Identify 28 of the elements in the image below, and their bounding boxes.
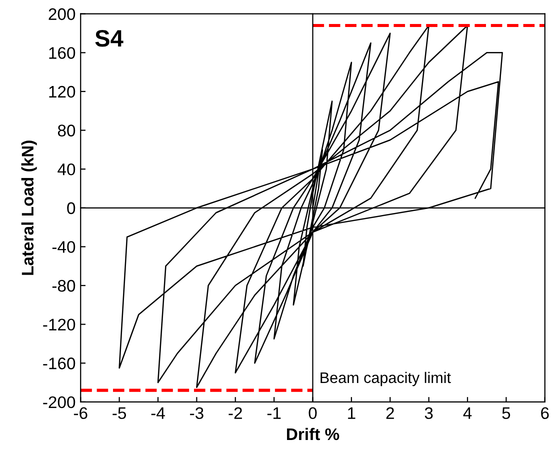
x-tick-label: -2 [228, 407, 242, 419]
x-axis-title: Drift % [287, 428, 340, 440]
x-tick-label: 3 [424, 407, 433, 420]
x-tick-label: 1 [348, 407, 356, 419]
x-tick-label: -3 [190, 407, 204, 420]
y-tick-label: 80 [58, 124, 76, 136]
text: S4 [95, 30, 124, 47]
y-axis-title: Lateral Load (kN) [21, 140, 37, 275]
x-tick-label: 0 [308, 407, 317, 420]
y-tick-label: -200 [43, 396, 76, 408]
y-tick-label: 160 [49, 47, 76, 59]
y-tick-label: 120 [49, 86, 76, 98]
y-tick-label: 40 [58, 163, 76, 176]
x-tick-label: 6 [541, 407, 549, 420]
annotation: Beam capacity limit [320, 372, 451, 386]
x-tick-label: -1 [267, 407, 281, 419]
x-tick-label: -4 [151, 407, 165, 419]
y-tick-label: -40 [52, 241, 76, 253]
y-tick-label: 200 [48, 8, 76, 20]
y-tick-label: -160 [43, 358, 76, 370]
x-tick-label: 4 [463, 407, 472, 419]
y-tick-label: -120 [43, 318, 76, 331]
y-tick-label: -80 [52, 280, 76, 292]
x-tick-label: 2 [386, 407, 394, 419]
x-tick-label: -5 [112, 407, 126, 420]
y-tick-label: 0 [67, 202, 76, 214]
x-tick-label: -6 [74, 407, 88, 420]
x-tick-label: 5 [502, 407, 510, 420]
